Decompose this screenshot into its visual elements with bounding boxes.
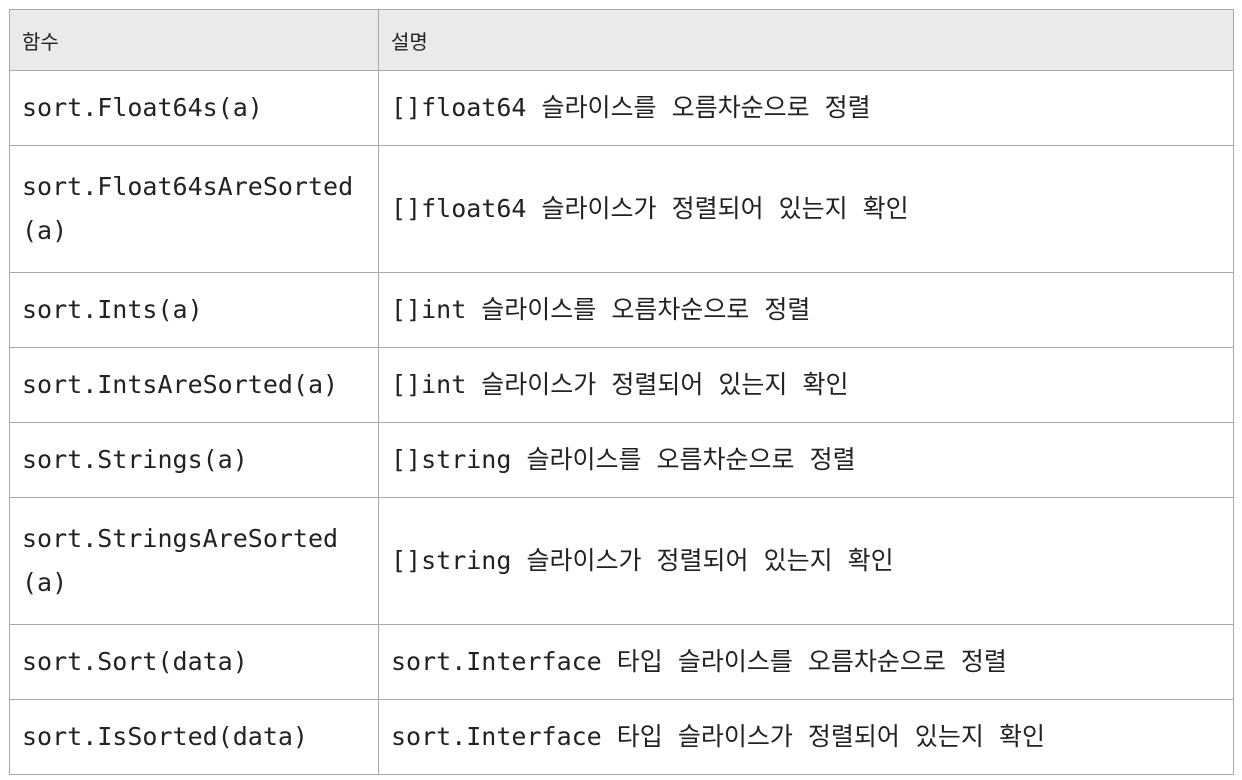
table-row: sort.Ints(a) []int 슬라이스를 오름차순으로 정렬 bbox=[9, 272, 1234, 348]
description-cell: sort.Interface 타입 슬라이스를 오름차순으로 정렬 bbox=[378, 624, 1234, 700]
function-cell: sort.Float64s(a) bbox=[9, 70, 379, 146]
description-cell: sort.Interface 타입 슬라이스가 정렬되어 있는지 확인 bbox=[378, 699, 1234, 775]
function-cell: sort.Float64sAreSorted(a) bbox=[9, 145, 379, 273]
table-row: sort.StringsAreSorted(a) []string 슬라이스가 … bbox=[9, 497, 1234, 625]
table-header-row: 함수 설명 bbox=[9, 9, 1234, 71]
description-cell: []string 슬라이스를 오름차순으로 정렬 bbox=[378, 422, 1234, 498]
column-header-description: 설명 bbox=[378, 9, 1234, 71]
function-cell: sort.Ints(a) bbox=[9, 272, 379, 348]
column-header-function: 함수 bbox=[9, 9, 379, 71]
function-cell: sort.Strings(a) bbox=[9, 422, 379, 498]
sort-functions-table: 함수 설명 sort.Float64s(a) []float64 슬라이스를 오… bbox=[9, 9, 1234, 775]
table-row: sort.Float64sAreSorted(a) []float64 슬라이스… bbox=[9, 145, 1234, 273]
description-cell: []float64 슬라이스가 정렬되어 있는지 확인 bbox=[378, 145, 1234, 273]
function-cell: sort.IsSorted(data) bbox=[9, 699, 379, 775]
description-cell: []int 슬라이스가 정렬되어 있는지 확인 bbox=[378, 347, 1234, 423]
description-cell: []int 슬라이스를 오름차순으로 정렬 bbox=[378, 272, 1234, 348]
table-row: sort.Float64s(a) []float64 슬라이스를 오름차순으로 … bbox=[9, 70, 1234, 146]
description-cell: []float64 슬라이스를 오름차순으로 정렬 bbox=[378, 70, 1234, 146]
table-row: sort.IsSorted(data) sort.Interface 타입 슬라… bbox=[9, 699, 1234, 775]
table-row: sort.Sort(data) sort.Interface 타입 슬라이스를 … bbox=[9, 624, 1234, 700]
function-cell: sort.StringsAreSorted(a) bbox=[9, 497, 379, 625]
function-cell: sort.Sort(data) bbox=[9, 624, 379, 700]
table-row: sort.IntsAreSorted(a) []int 슬라이스가 정렬되어 있… bbox=[9, 347, 1234, 423]
description-cell: []string 슬라이스가 정렬되어 있는지 확인 bbox=[378, 497, 1234, 625]
function-cell: sort.IntsAreSorted(a) bbox=[9, 347, 379, 423]
table-row: sort.Strings(a) []string 슬라이스를 오름차순으로 정렬 bbox=[9, 422, 1234, 498]
